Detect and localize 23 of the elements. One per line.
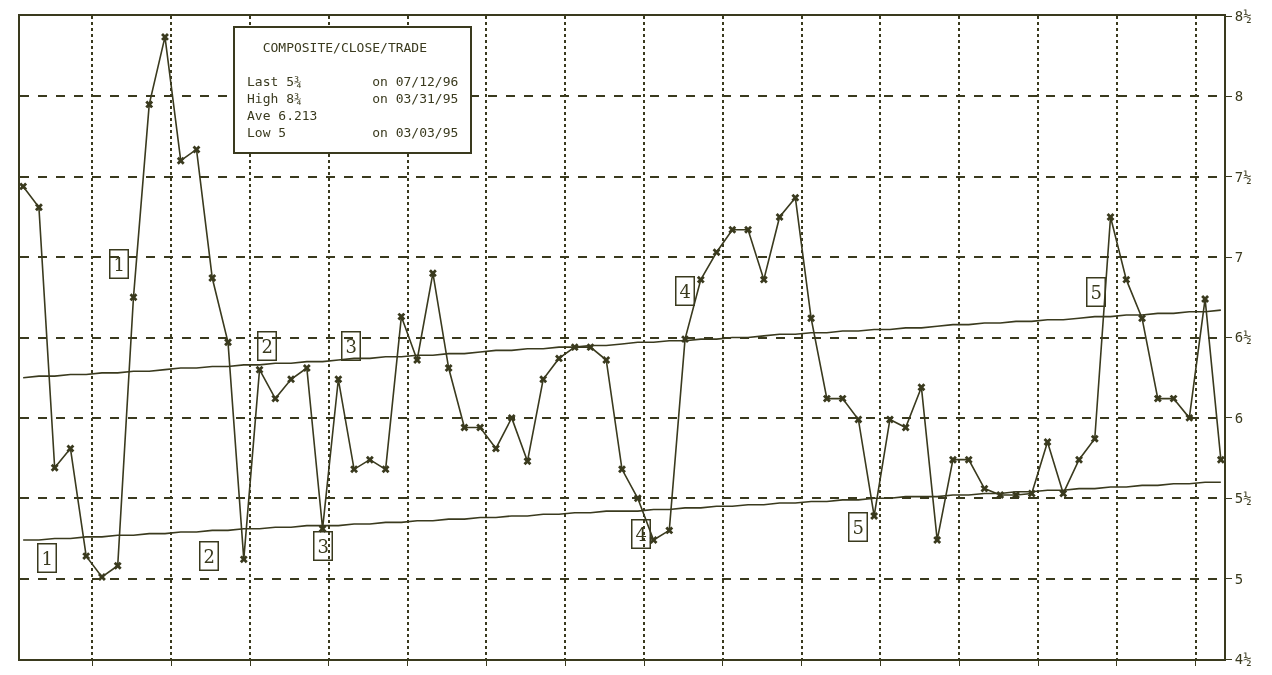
annotation: 2 [203, 545, 215, 567]
text: Last 5¾ on 07/12/96 [247, 73, 459, 89]
text: Low 5 on 03/03/95 [247, 124, 459, 140]
annotation: 1 [113, 253, 125, 275]
y-tick-label: 8 [1234, 88, 1244, 105]
annotation: 4 [679, 280, 691, 302]
y-tick-label: 8½ [1234, 7, 1252, 24]
y-tick-label: 5½ [1234, 490, 1252, 507]
y-tick-label: 7½ [1234, 168, 1252, 185]
y-tick-label: 6½ [1234, 329, 1252, 346]
annotation: COMPOSITE/CLOSE/TRADE [247, 40, 428, 55]
annotation: 5 [852, 516, 864, 538]
annotation: 2 [261, 335, 273, 357]
text: High 8¾ on 03/31/95 [247, 90, 459, 106]
annotation: Ave 6.213 [247, 107, 318, 123]
y-tick-label: 5 [1234, 570, 1244, 587]
annotation: 3 [317, 535, 329, 557]
y-tick-label: 6 [1234, 409, 1244, 426]
annotation: 3 [345, 335, 357, 357]
y-tick-label: 7 [1234, 249, 1244, 266]
annotation: 1 [41, 547, 53, 569]
annotation: 5 [1090, 281, 1102, 303]
y-tick-label: 4½ [1234, 650, 1252, 667]
